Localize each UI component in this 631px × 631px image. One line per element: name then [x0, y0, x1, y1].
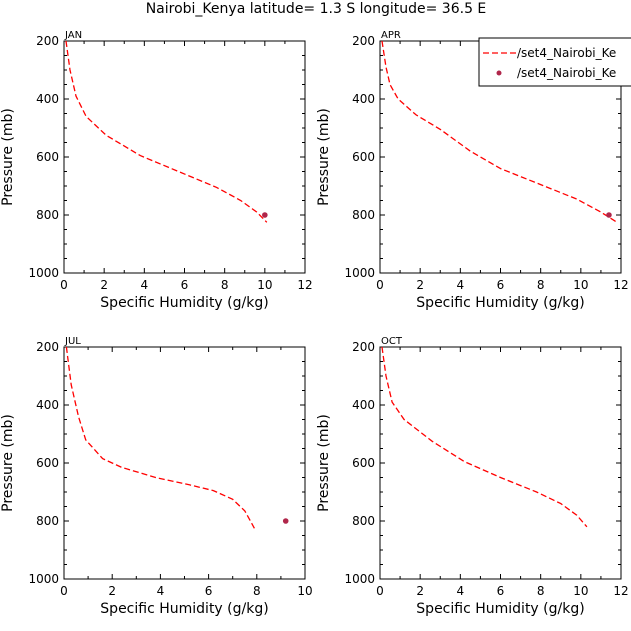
x-tick-label: 2: [416, 278, 424, 292]
x-tick-label: 2: [100, 278, 108, 292]
plot-frame: [379, 346, 622, 580]
x-tick-label: 8: [537, 278, 545, 292]
y-tick-label: 800: [352, 208, 375, 222]
y-tick-label: 400: [352, 398, 375, 412]
x-tick-label: 8: [253, 584, 261, 598]
x-tick-label: 4: [457, 278, 465, 292]
x-tick-label: 2: [108, 584, 116, 598]
y-axis-label: Pressure (mb): [316, 414, 332, 512]
plot-frame: [63, 346, 306, 580]
y-tick-label: 200: [352, 34, 375, 48]
panel-jan: 0 2 4 6 8 10 12 200 400 600 800 1000 Specific Humidi…: [0, 30, 313, 311]
series-line: [65, 40, 268, 223]
y-axis-label: Pressure (mb): [0, 414, 16, 512]
figure-title: Nairobi_Kenya latitude= 1.3 S longitude=…: [146, 1, 487, 17]
x-tick-label: 0: [376, 584, 384, 598]
x-tick-label: 4: [157, 584, 165, 598]
y-tick-label: 800: [352, 514, 375, 528]
y-tick-label: 200: [352, 340, 375, 354]
y-tick-label: 400: [36, 398, 59, 412]
x-tick-label: 6: [205, 584, 213, 598]
x-tick-label: 0: [60, 278, 68, 292]
legend-point-swatch: [496, 70, 502, 76]
x-tick-label: 10: [573, 278, 588, 292]
panel-label: APR: [381, 30, 401, 41]
series-line: [65, 346, 255, 529]
x-tick-label: 2: [416, 584, 424, 598]
x-tick-label: 10: [257, 278, 272, 292]
x-tick-label: 4: [457, 584, 465, 598]
series-line: [381, 40, 618, 223]
x-axis-label: Specific Humidity (g/kg): [100, 601, 268, 617]
y-tick-label: 600: [352, 150, 375, 164]
legend-point-label: /set4_Nairobi_Ke: [517, 66, 616, 80]
x-tick-label: 10: [573, 584, 588, 598]
series-point: [282, 518, 289, 524]
x-tick-label: 0: [60, 584, 68, 598]
y-tick-label: 600: [36, 456, 59, 470]
legend-line-label: /set4_Nairobi_Ke: [517, 46, 616, 60]
x-axis-label: Specific Humidity (g/kg): [416, 601, 584, 617]
x-tick-label: 6: [497, 278, 505, 292]
x-tick-label: 0: [376, 278, 384, 292]
plot-frame: [63, 40, 306, 274]
y-tick-label: 1000: [28, 266, 59, 280]
panel-apr: 0 2 4 6 8 10 12 200 400 600 800 1000 Specific Humidi…: [316, 30, 629, 311]
panel-oct: 0 2 4 6 8 10 12 200 400 600 800 1000 Specific Humidi…: [316, 336, 629, 617]
x-tick-label: 12: [613, 278, 628, 292]
y-tick-label: 200: [36, 34, 59, 48]
legend-box: [478, 37, 631, 87]
y-tick-label: 1000: [28, 572, 59, 586]
y-axis-label: Pressure (mb): [0, 108, 16, 206]
y-tick-label: 800: [36, 514, 59, 528]
y-tick-label: 400: [36, 92, 59, 106]
panel-label: OCT: [381, 336, 403, 347]
x-tick-label: 6: [181, 278, 189, 292]
x-axis-label: Specific Humidity (g/kg): [416, 295, 584, 311]
panel-label: JAN: [64, 30, 82, 41]
x-tick-label: 12: [297, 278, 312, 292]
x-tick-label: 6: [497, 584, 505, 598]
x-tick-label: 12: [613, 584, 628, 598]
panel-label: JUL: [64, 336, 81, 347]
y-tick-label: 1000: [344, 266, 375, 280]
y-tick-label: 400: [352, 92, 375, 106]
y-tick-label: 1000: [344, 572, 375, 586]
x-axis-label: Specific Humidity (g/kg): [100, 295, 268, 311]
series-point: [262, 212, 268, 218]
y-axis-label: Pressure (mb): [316, 108, 332, 206]
x-tick-label: 8: [221, 278, 229, 292]
y-tick-label: 600: [352, 456, 375, 470]
y-tick-label: 800: [36, 208, 59, 222]
panel-jul: 0 2 4 6 8 10 200 400 600 800 1000 Specific Humidity…: [0, 336, 313, 617]
x-tick-label: 4: [141, 278, 149, 292]
series-point: [606, 212, 612, 218]
y-tick-label: 600: [36, 150, 59, 164]
series-line: [381, 346, 588, 528]
x-tick-label: 8: [537, 584, 545, 598]
y-tick-label: 200: [36, 340, 59, 354]
legend: /set4_Nairobi_Ke /set4_Nairobi_Ke: [478, 37, 631, 87]
x-tick-label: 10: [297, 584, 312, 598]
